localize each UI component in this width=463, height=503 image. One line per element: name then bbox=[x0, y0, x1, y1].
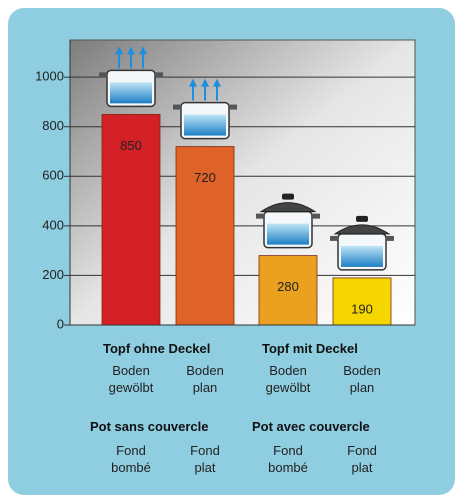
group-label-fr: Pot avec couvercle bbox=[252, 419, 370, 434]
group-label-fr: Pot sans couvercle bbox=[90, 419, 209, 434]
chart: 0 200 400 600 800 1000 850 720 280 190 bbox=[0, 0, 463, 503]
x-tick-label: Boden plan bbox=[322, 362, 402, 396]
x-tick-label-fr: Fond plat bbox=[165, 442, 245, 476]
pot-part bbox=[99, 72, 107, 77]
pot-part bbox=[386, 236, 394, 241]
pot-part bbox=[229, 105, 237, 110]
page: 0 200 400 600 800 1000 850 720 280 190 Boden gewö… bbox=[0, 0, 463, 503]
x-tick-label: Boden gewölbt bbox=[91, 362, 171, 396]
x-tick-label-fr: Fond bombé bbox=[248, 442, 328, 476]
pot-part bbox=[356, 216, 368, 222]
group-label: Topf mit Deckel bbox=[262, 341, 358, 356]
pot-part bbox=[184, 115, 226, 136]
x-tick-label-fr: Fond bombé bbox=[91, 442, 171, 476]
pot-part bbox=[267, 224, 309, 245]
value-label: 190 bbox=[351, 301, 373, 316]
y-tick-label: 0 bbox=[57, 316, 64, 331]
x-tick-label-fr: Fond plat bbox=[322, 442, 402, 476]
pot-part bbox=[330, 236, 338, 241]
pot-part bbox=[312, 214, 320, 219]
pot-part bbox=[341, 246, 383, 267]
group-label: Topf ohne Deckel bbox=[103, 341, 210, 356]
y-tick-label: 400 bbox=[42, 217, 64, 232]
pot-part bbox=[256, 214, 264, 219]
value-label: 850 bbox=[120, 138, 142, 153]
x-tick-label: Boden gewölbt bbox=[248, 362, 328, 396]
value-label: 280 bbox=[277, 279, 299, 294]
pot-part bbox=[282, 194, 294, 200]
pot-part bbox=[110, 82, 152, 103]
x-tick-label: Boden plan bbox=[165, 362, 245, 396]
value-label: 720 bbox=[194, 170, 216, 185]
y-tick-label: 1000 bbox=[35, 69, 64, 84]
y-tick-label: 800 bbox=[42, 118, 64, 133]
pot-part bbox=[173, 105, 181, 110]
pot-part bbox=[155, 72, 163, 77]
y-tick-label: 200 bbox=[42, 267, 64, 282]
y-tick-label: 600 bbox=[42, 168, 64, 183]
